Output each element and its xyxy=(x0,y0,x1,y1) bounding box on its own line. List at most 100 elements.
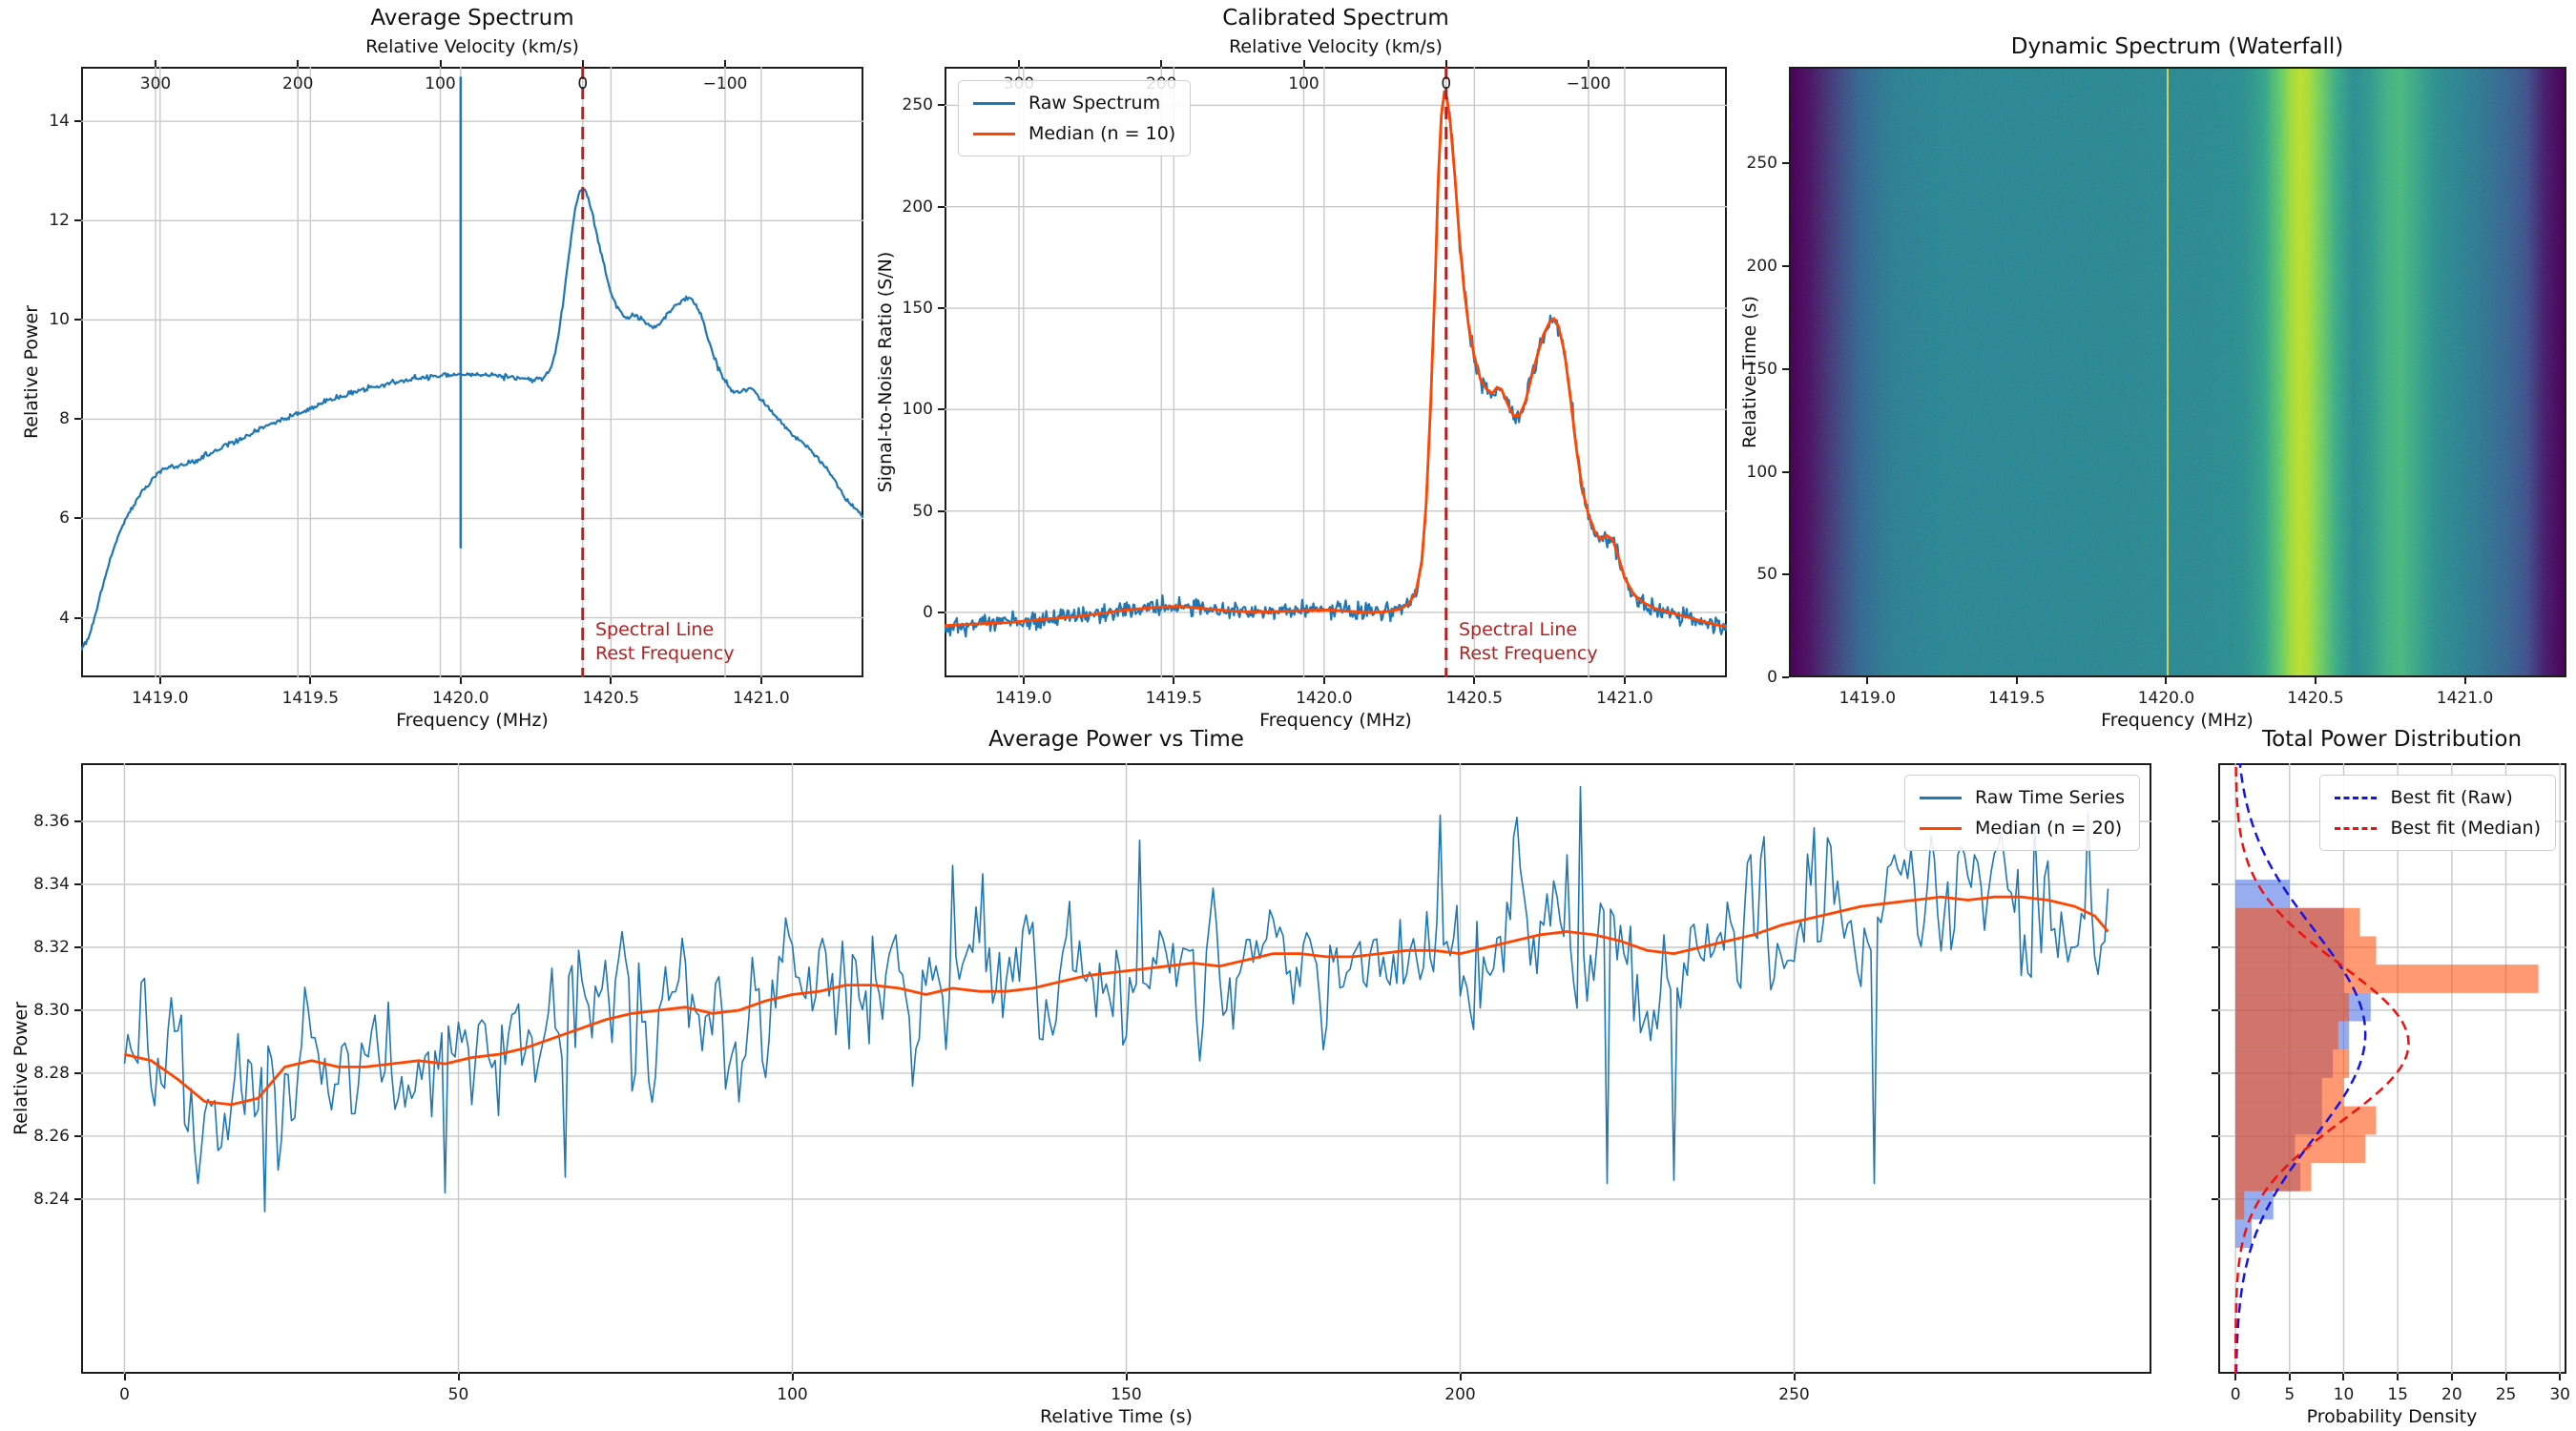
velocity-tick-label: 100 xyxy=(425,74,456,93)
x-tick-label: 1421.0 xyxy=(733,689,790,708)
y-tick-label: 50 xyxy=(912,501,933,521)
tick-mark xyxy=(1782,676,1789,678)
average-spectrum-line xyxy=(81,188,863,652)
x-tick-label: 1421.0 xyxy=(1596,689,1653,708)
legend-item: Median (n = 10) xyxy=(973,118,1175,149)
rest-frequency-annotation-2: Spectral Line Rest Frequency xyxy=(1459,618,1598,666)
xlabel-probability-density: Probability Density xyxy=(2306,1406,2478,1427)
tick-mark xyxy=(1866,677,1869,684)
panel-title-calibrated-spectrum: Calibrated Spectrum xyxy=(1222,6,1449,31)
median-spectrum-line xyxy=(945,92,1727,629)
raw-spectrum-line xyxy=(945,90,1727,638)
x-tick-label: 1419.0 xyxy=(995,689,1052,708)
tick-mark xyxy=(1173,677,1175,684)
best-fit-median-line-swatch xyxy=(2335,826,2378,830)
y-tick-label: 50 xyxy=(1756,565,1777,585)
median-histogram-bar xyxy=(2235,1106,2377,1135)
y-tick-label: 8.36 xyxy=(33,812,70,832)
x-tick-label: 20 xyxy=(2441,1385,2462,1404)
median-histogram-bar xyxy=(2235,907,2360,937)
x-tick-label: 1420.0 xyxy=(432,689,489,708)
tick-mark xyxy=(938,205,945,208)
x-tick-label: 30 xyxy=(2549,1385,2571,1404)
y-tick-label: 14 xyxy=(49,112,70,132)
median-histogram-bar xyxy=(2235,1077,2344,1107)
tick-mark xyxy=(1623,677,1626,684)
x-tick-label: 50 xyxy=(447,1385,469,1404)
tick-mark xyxy=(1322,677,1325,684)
tick-mark xyxy=(1782,265,1789,268)
x-tick-label: 5 xyxy=(2284,1385,2296,1404)
top-axis-label-velocity-1: Relative Velocity (km/s) xyxy=(365,36,579,57)
xlabel-frequency-1: Frequency (MHz) xyxy=(396,710,549,731)
tick-mark xyxy=(938,307,945,310)
velocity-tick-label: 0 xyxy=(1441,74,1452,93)
y-tick-label: 100 xyxy=(902,400,933,420)
raw-time-series-line-swatch xyxy=(1920,796,1963,799)
tick-mark xyxy=(2212,1008,2218,1011)
tick-mark xyxy=(938,408,945,411)
rest-frequency-annotation-1: Spectral Line Rest Frequency xyxy=(595,618,735,666)
y-tick-label: 250 xyxy=(1746,154,1777,174)
tick-mark xyxy=(938,509,945,512)
velocity-tick-label: −100 xyxy=(702,74,748,93)
power-vs-time-axes xyxy=(81,763,2151,1374)
tick-mark xyxy=(2504,1374,2507,1380)
tick-mark xyxy=(74,820,81,823)
y-tick-label: 0 xyxy=(923,602,933,622)
panel-title-power-vs-time: Average Power vs Time xyxy=(988,727,1244,752)
x-tick-label: 1419.0 xyxy=(132,689,189,708)
tick-mark xyxy=(1125,1374,1128,1380)
noise-texture-overlay xyxy=(1791,69,2565,675)
y-tick-label: 150 xyxy=(1746,359,1777,379)
legend-label: Median (n = 20) xyxy=(1975,818,2123,839)
ylabel-relative-power-1: Relative Power xyxy=(21,304,42,440)
tick-mark xyxy=(2234,1374,2237,1380)
ylabel-relative-power-2: Relative Power xyxy=(10,1001,31,1136)
tick-mark xyxy=(791,1374,794,1380)
tick-mark xyxy=(74,1071,81,1074)
tick-mark xyxy=(759,677,762,684)
tick-mark xyxy=(2015,677,2018,684)
legend-item: Median (n = 20) xyxy=(1920,813,2125,843)
tick-mark xyxy=(1473,677,1476,684)
x-tick-label: 1419.0 xyxy=(1839,689,1897,708)
x-tick-label: 1419.5 xyxy=(1988,689,2046,708)
tick-mark xyxy=(1782,367,1789,370)
tick-mark xyxy=(1444,60,1447,67)
y-tick-label: 10 xyxy=(49,310,70,330)
velocity-tick-label: −100 xyxy=(1566,74,1611,93)
tick-mark xyxy=(74,219,81,222)
tick-mark xyxy=(2212,1071,2218,1074)
median-histogram-bar xyxy=(2235,1134,2366,1163)
panel-title-average-spectrum: Average Spectrum xyxy=(370,6,574,31)
y-tick-label: 8.24 xyxy=(33,1189,70,1209)
tick-mark xyxy=(2165,677,2168,684)
tick-mark xyxy=(1018,60,1020,67)
tick-mark xyxy=(2450,1374,2453,1380)
y-tick-label: 100 xyxy=(1746,462,1777,482)
x-tick-label: 1420.5 xyxy=(1445,689,1504,708)
median-histogram-bar xyxy=(2235,992,2350,1022)
tick-mark xyxy=(581,60,584,67)
x-tick-label: 1420.5 xyxy=(582,689,640,708)
x-tick-label: 1420.0 xyxy=(1296,689,1353,708)
y-tick-label: 250 xyxy=(902,95,933,115)
y-tick-label: 12 xyxy=(49,211,70,231)
tick-mark xyxy=(2397,1374,2399,1380)
y-tick-label: 8.30 xyxy=(33,1000,70,1020)
velocity-tick-label: 300 xyxy=(139,74,172,93)
y-tick-label: 4 xyxy=(59,608,70,628)
legend-item: Best fit (Median) xyxy=(2335,813,2541,843)
x-tick-label: 10 xyxy=(2333,1385,2355,1404)
legend-item: Raw Time Series xyxy=(1920,782,2125,813)
power-vs-time-plot xyxy=(81,763,2151,1374)
x-tick-label: 0 xyxy=(119,1385,130,1404)
tick-mark xyxy=(74,883,81,885)
tick-mark xyxy=(2314,677,2316,684)
annotation-line: Rest Frequency xyxy=(1459,643,1598,665)
tick-mark xyxy=(1302,60,1305,67)
tick-mark xyxy=(123,1374,126,1380)
tick-mark xyxy=(1160,60,1163,67)
x-tick-label: 200 xyxy=(1444,1385,1476,1404)
